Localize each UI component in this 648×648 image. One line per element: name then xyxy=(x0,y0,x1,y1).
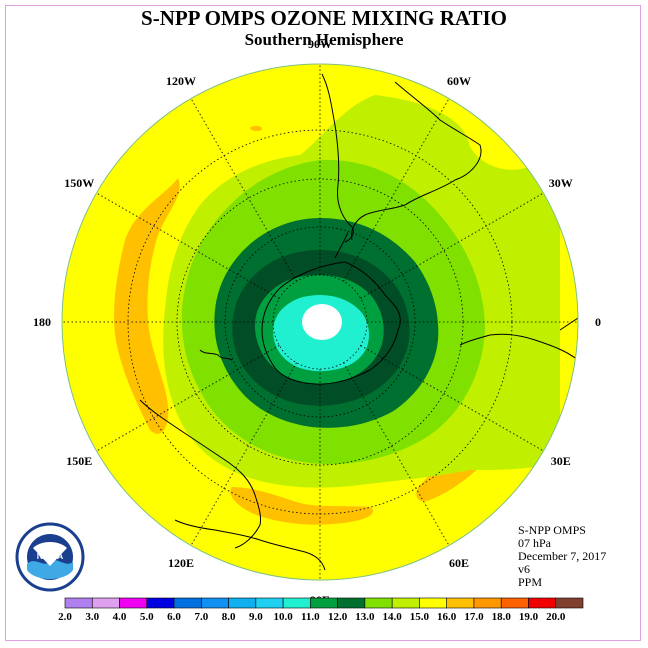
ozone-patch-16-west xyxy=(114,178,180,434)
coast-new-zealand xyxy=(199,349,233,361)
ozone-patch-16-nw xyxy=(250,125,262,132)
globe-outline xyxy=(61,63,579,581)
lon-label-120e: 120E xyxy=(168,556,194,570)
lon-label-120w: 120W xyxy=(166,74,196,88)
info-units: PPM xyxy=(518,575,543,589)
info-level: 07 hPa xyxy=(518,536,551,550)
coast-antarctic-peninsula xyxy=(334,231,349,259)
lon-label-60w: 60W xyxy=(447,74,471,88)
lon-label-150e: 150E xyxy=(66,454,92,468)
meridian-30w xyxy=(360,192,544,299)
ozone-patch-16-south xyxy=(230,487,374,525)
lon-label-90e: 90E xyxy=(310,593,330,607)
lon-label-180: 180 xyxy=(33,315,51,329)
map-title: S-NPP OMPS OZONE MIXING RATIO xyxy=(141,6,507,30)
coast-australia xyxy=(139,399,261,549)
coast-antarctica xyxy=(261,261,401,385)
lon-label-0: 0 xyxy=(595,315,601,329)
coast-africa xyxy=(459,333,578,361)
map-subtitle: Southern Hemisphere xyxy=(244,30,404,49)
ozone-level-below-9 xyxy=(302,304,342,340)
ozone-field xyxy=(62,64,578,580)
info-date: December 7, 2017 xyxy=(518,549,607,563)
info-version: v6 xyxy=(518,562,530,576)
lon-label-30e: 30E xyxy=(551,454,571,468)
coastlines xyxy=(139,73,578,571)
coast-madagascar xyxy=(559,317,578,331)
coast-south-america xyxy=(321,73,354,243)
product-info: S-NPP OMPS 07 hPa December 7, 2017 v6 PP… xyxy=(518,524,606,589)
graticule xyxy=(62,64,578,580)
figure-frame xyxy=(5,5,641,641)
meridians xyxy=(62,64,578,580)
lon-label-30w: 30W xyxy=(549,176,573,190)
lon-label-150w: 150W xyxy=(64,176,94,190)
lon-label-60e: 60E xyxy=(449,556,469,570)
info-instrument: S-NPP OMPS xyxy=(518,523,586,537)
logo-text: NOAA xyxy=(37,551,64,561)
coast-indonesia xyxy=(174,519,326,571)
noaa-logo-icon: NOAA xyxy=(15,522,85,592)
meridian-60e xyxy=(343,362,450,546)
lon-label-90w: 90W xyxy=(308,37,332,51)
meridian-30e xyxy=(360,345,544,452)
meridian-120e xyxy=(190,362,297,546)
coast-south-america-east xyxy=(351,81,482,241)
